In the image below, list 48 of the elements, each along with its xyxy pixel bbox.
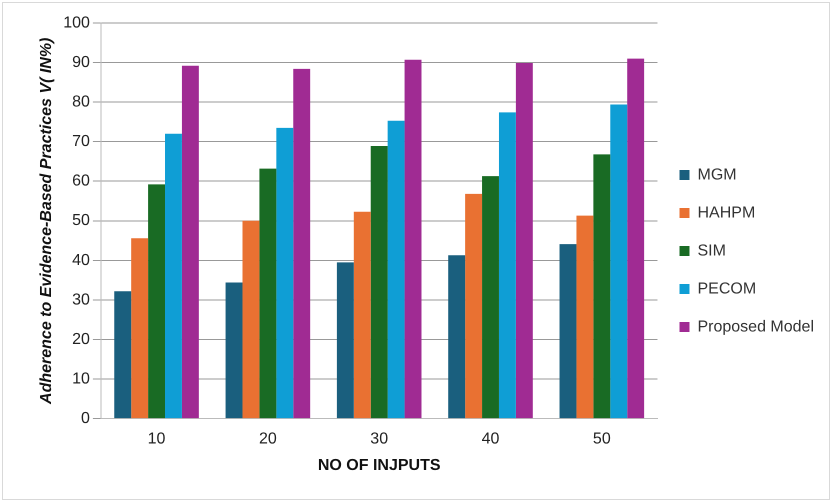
y-tick-label: 50 bbox=[72, 212, 90, 230]
bar bbox=[388, 120, 405, 418]
y-tick-label: 90 bbox=[72, 54, 90, 71]
bar bbox=[242, 220, 260, 418]
bar bbox=[627, 58, 644, 418]
bar bbox=[448, 255, 466, 418]
y-tick-label: 60 bbox=[72, 172, 90, 190]
bar bbox=[516, 62, 533, 418]
x-axis-title: NO OF INJPUTS bbox=[318, 456, 441, 474]
bar bbox=[114, 291, 132, 418]
bar bbox=[482, 176, 499, 418]
x-tick-label: 20 bbox=[258, 430, 277, 448]
bar bbox=[593, 154, 610, 418]
bar bbox=[560, 244, 576, 418]
y-tick-label: 70 bbox=[72, 133, 90, 150]
bar bbox=[404, 60, 422, 418]
bar bbox=[276, 128, 294, 418]
bar bbox=[259, 168, 276, 418]
bar bbox=[336, 262, 354, 418]
x-tick-label: 50 bbox=[592, 430, 611, 448]
bar bbox=[576, 216, 594, 418]
legend-label: HAHPM bbox=[697, 204, 756, 222]
bar bbox=[131, 238, 148, 418]
y-tick-label: 30 bbox=[72, 291, 90, 308]
bar bbox=[182, 66, 199, 418]
bar bbox=[293, 68, 310, 418]
y-tick-label: 10 bbox=[72, 370, 90, 388]
bar bbox=[165, 134, 182, 418]
x-tick-label: 40 bbox=[482, 430, 500, 448]
legend-label: Proposed Model bbox=[697, 318, 814, 336]
bar bbox=[226, 282, 242, 418]
x-tick-label: 10 bbox=[148, 430, 166, 448]
bar bbox=[610, 104, 628, 418]
bar bbox=[498, 112, 516, 418]
bar bbox=[354, 212, 371, 418]
x-tick-label: 30 bbox=[370, 430, 388, 448]
legend-label: MGM bbox=[697, 166, 737, 184]
legend-label: PECOM bbox=[697, 280, 756, 298]
y-tick-label: 0 bbox=[80, 410, 90, 428]
y-tick-label: 20 bbox=[72, 330, 90, 348]
legend-label: SIM bbox=[697, 242, 726, 260]
y-tick-label: 100 bbox=[63, 14, 90, 32]
bar bbox=[465, 194, 482, 418]
bar bbox=[370, 146, 388, 418]
y-tick-label: 80 bbox=[72, 94, 90, 111]
bar bbox=[148, 184, 166, 418]
y-axis-title: Adherence to Evidence-Based Practices V( IN%) bbox=[38, 38, 56, 405]
y-tick-label: 40 bbox=[72, 252, 90, 269]
